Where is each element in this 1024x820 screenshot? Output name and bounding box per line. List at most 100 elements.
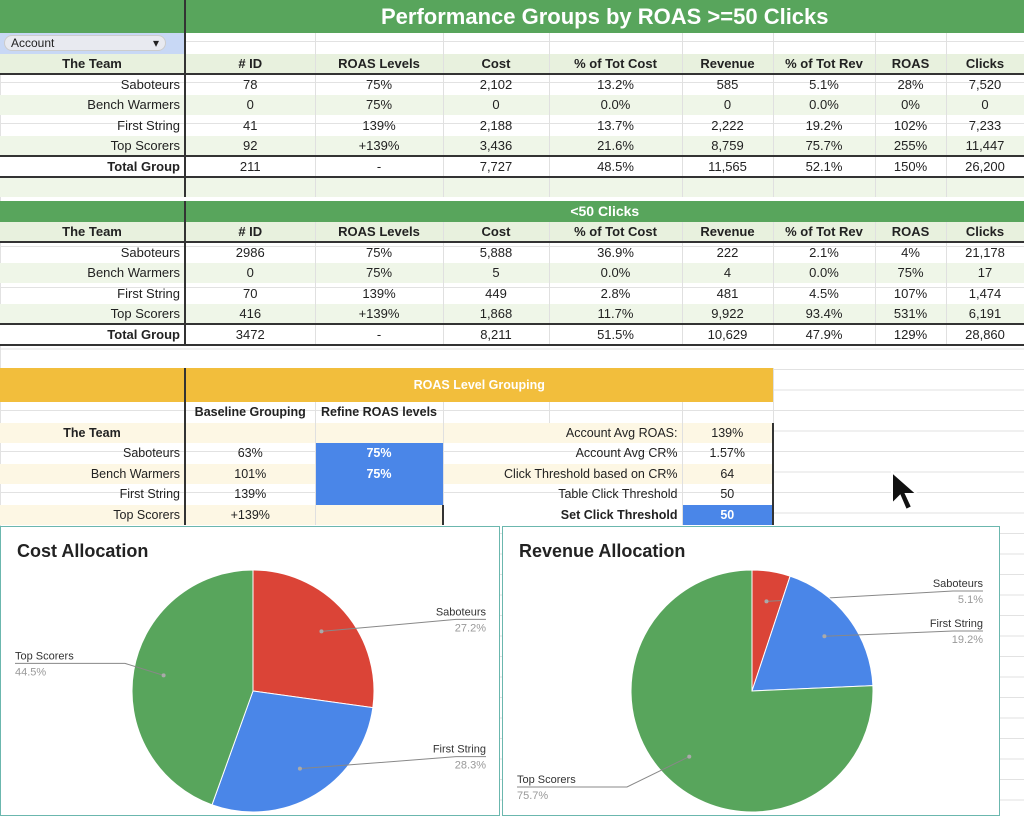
data-cell[interactable]: 75% bbox=[315, 74, 444, 95]
column-header[interactable]: % of Tot Cost bbox=[549, 53, 683, 75]
data-cell[interactable]: 139% bbox=[315, 283, 444, 304]
empty-cell[interactable] bbox=[549, 33, 683, 54]
empty-cell[interactable] bbox=[185, 422, 316, 443]
data-cell[interactable]: 70 bbox=[185, 283, 316, 304]
data-cell[interactable]: 2986 bbox=[185, 242, 316, 263]
data-cell[interactable]: +139% bbox=[315, 135, 444, 156]
data-cell[interactable]: 41 bbox=[185, 115, 316, 136]
data-cell[interactable]: 0.0% bbox=[549, 262, 683, 283]
data-cell[interactable]: 2,222 bbox=[682, 115, 774, 136]
total-cell[interactable]: 3472 bbox=[185, 323, 316, 346]
data-cell[interactable]: 2,102 bbox=[443, 74, 550, 95]
total-cell[interactable]: - bbox=[315, 155, 444, 178]
column-header[interactable]: ROAS Levels bbox=[315, 53, 444, 75]
data-cell[interactable]: 4% bbox=[875, 242, 947, 263]
data-cell[interactable]: 13.7% bbox=[549, 115, 683, 136]
data-cell[interactable]: 7,520 bbox=[946, 74, 1024, 95]
data-cell[interactable]: 481 bbox=[682, 283, 774, 304]
column-header[interactable]: Clicks bbox=[946, 221, 1024, 243]
data-cell[interactable]: 7,233 bbox=[946, 115, 1024, 136]
empty-cell[interactable] bbox=[315, 422, 444, 443]
column-header[interactable]: % of Tot Rev bbox=[773, 221, 876, 243]
empty-cell[interactable] bbox=[0, 176, 186, 197]
data-cell[interactable]: 13.2% bbox=[549, 74, 683, 95]
empty-cell[interactable] bbox=[185, 33, 316, 54]
data-cell[interactable]: 0 bbox=[946, 94, 1024, 115]
data-cell[interactable]: 3,436 bbox=[443, 135, 550, 156]
total-cell[interactable]: - bbox=[315, 323, 444, 346]
empty-cell[interactable] bbox=[549, 176, 683, 197]
column-header[interactable]: Revenue bbox=[682, 221, 774, 243]
empty-cell[interactable] bbox=[0, 402, 186, 423]
set-click-threshold-input[interactable]: 50 bbox=[682, 504, 775, 525]
empty-cell[interactable] bbox=[315, 33, 444, 54]
empty-cell[interactable] bbox=[946, 176, 1024, 197]
column-header[interactable]: # ID bbox=[185, 221, 316, 243]
data-cell[interactable]: 9,922 bbox=[682, 303, 774, 324]
column-header[interactable]: Clicks bbox=[946, 53, 1024, 75]
empty-cell[interactable] bbox=[875, 33, 947, 54]
column-header[interactable]: ROAS bbox=[875, 221, 947, 243]
total-cell[interactable]: 11,565 bbox=[682, 155, 774, 178]
data-cell[interactable]: 5 bbox=[443, 262, 550, 283]
data-cell[interactable]: 0.0% bbox=[773, 94, 876, 115]
total-cell[interactable]: 8,211 bbox=[443, 323, 550, 346]
data-cell[interactable]: 1,474 bbox=[946, 283, 1024, 304]
data-cell[interactable]: 222 bbox=[682, 242, 774, 263]
total-cell[interactable]: 28,860 bbox=[946, 323, 1024, 346]
row-label[interactable]: Bench Warmers bbox=[0, 262, 186, 283]
data-cell[interactable]: 0.0% bbox=[773, 262, 876, 283]
data-cell[interactable]: 107% bbox=[875, 283, 947, 304]
data-cell[interactable]: 0.0% bbox=[549, 94, 683, 115]
total-cell[interactable]: 150% bbox=[875, 155, 947, 178]
data-cell[interactable]: 19.2% bbox=[773, 115, 876, 136]
baseline-cell[interactable]: 101% bbox=[185, 463, 316, 484]
row-label[interactable]: Saboteurs bbox=[0, 74, 186, 95]
column-header[interactable]: Cost bbox=[443, 53, 550, 75]
data-cell[interactable]: +139% bbox=[315, 303, 444, 324]
total-label[interactable]: Total Group bbox=[0, 323, 186, 346]
data-cell[interactable]: 6,191 bbox=[946, 303, 1024, 324]
data-cell[interactable]: 2.8% bbox=[549, 283, 683, 304]
column-header[interactable]: % of Tot Cost bbox=[549, 221, 683, 243]
data-cell[interactable]: 78 bbox=[185, 74, 316, 95]
total-cell[interactable]: 48.5% bbox=[549, 155, 683, 178]
pie-slice-top-scorers[interactable] bbox=[131, 569, 254, 806]
empty-cell[interactable] bbox=[682, 176, 774, 197]
row-label[interactable]: Saboteurs bbox=[0, 242, 186, 263]
total-cell[interactable]: 26,200 bbox=[946, 155, 1024, 178]
row-label[interactable]: Top Scorers bbox=[0, 135, 186, 156]
empty-cell[interactable] bbox=[315, 176, 444, 197]
column-header[interactable]: ROAS Levels bbox=[315, 221, 444, 243]
row-label[interactable]: Top Scorers bbox=[0, 303, 186, 324]
data-cell[interactable]: 21.6% bbox=[549, 135, 683, 156]
data-cell[interactable]: 0 bbox=[185, 94, 316, 115]
refine-roas-input[interactable] bbox=[315, 504, 444, 525]
pie-slice-first-string[interactable] bbox=[751, 575, 874, 692]
data-cell[interactable]: 11,447 bbox=[946, 135, 1024, 156]
data-cell[interactable]: 0% bbox=[875, 94, 947, 115]
empty-cell[interactable] bbox=[875, 176, 947, 197]
empty-cell[interactable] bbox=[773, 176, 876, 197]
refine-roas-input[interactable] bbox=[315, 484, 444, 505]
cost-allocation-chart[interactable]: Cost Allocation Saboteurs 27.2% First Stri… bbox=[0, 526, 500, 816]
total-cell[interactable]: 129% bbox=[875, 323, 947, 346]
total-cell[interactable]: 47.9% bbox=[773, 323, 876, 346]
empty-cell[interactable] bbox=[946, 33, 1024, 54]
data-cell[interactable]: 255% bbox=[875, 135, 947, 156]
row-label[interactable]: First String bbox=[0, 115, 186, 136]
data-cell[interactable]: 8,759 bbox=[682, 135, 774, 156]
baseline-cell[interactable]: 63% bbox=[185, 443, 316, 464]
data-cell[interactable]: 4.5% bbox=[773, 283, 876, 304]
data-cell[interactable]: 2,188 bbox=[443, 115, 550, 136]
account-dropdown[interactable]: Account ▾ bbox=[4, 35, 166, 52]
data-cell[interactable]: 0 bbox=[185, 262, 316, 283]
data-cell[interactable]: 5.1% bbox=[773, 74, 876, 95]
column-header[interactable]: Cost bbox=[443, 221, 550, 243]
data-cell[interactable]: 416 bbox=[185, 303, 316, 324]
data-cell[interactable]: 75% bbox=[315, 262, 444, 283]
empty-cell[interactable] bbox=[443, 402, 550, 423]
data-cell[interactable]: 75% bbox=[315, 94, 444, 115]
data-cell[interactable]: 0 bbox=[682, 94, 774, 115]
empty-cell[interactable] bbox=[549, 402, 683, 423]
